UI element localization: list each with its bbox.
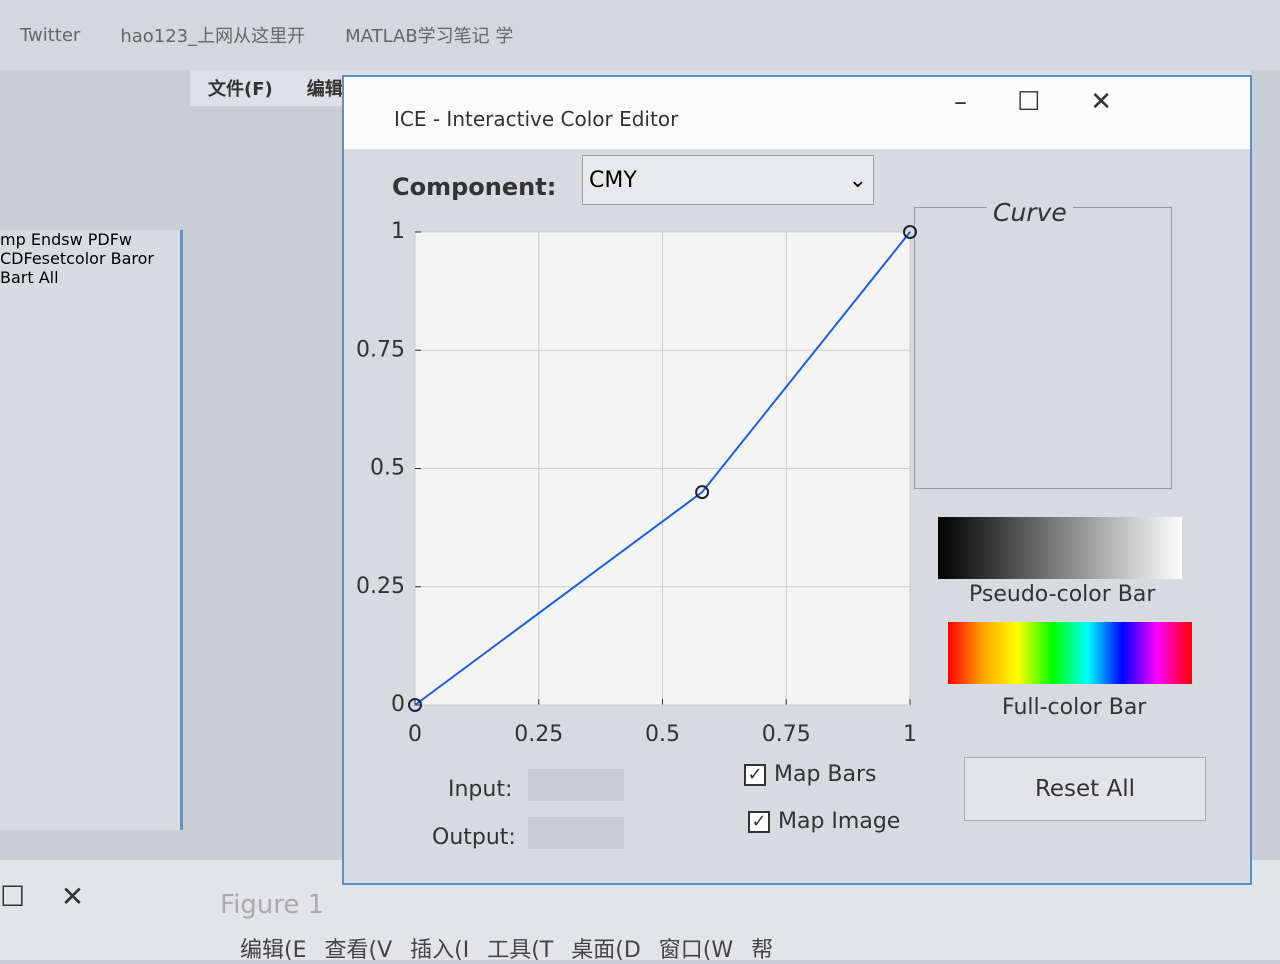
panel-text: w CDF (0, 230, 133, 268)
component-dropdown[interactable]: CMY ⌄ (582, 155, 874, 205)
background-panel: mp Endsw PDFw CDFesetcolor Baror Bart Al… (0, 230, 183, 830)
input-field (528, 769, 624, 801)
panel-text: or Bar (0, 249, 154, 287)
map-image-checkbox[interactable]: ✓ Map Image (748, 809, 900, 834)
x-tick-label: 0.75 (762, 722, 811, 747)
x-tick-label: 0.5 (645, 722, 680, 747)
panel-text: color Bar (66, 249, 138, 268)
panel-text: mp Ends (0, 230, 70, 249)
pseudo-color-label: Pseudo-color Bar (969, 582, 1156, 607)
y-tick-label: 0 (391, 692, 405, 717)
control-point (408, 698, 422, 712)
x-tick-label: 1 (903, 722, 917, 747)
menu-item: 窗口(W (658, 938, 734, 963)
window-title: ICE - Interactive Color Editor (394, 107, 679, 131)
y-tick-label: 0.75 (356, 337, 405, 362)
reset-all-button[interactable]: Reset All (964, 757, 1206, 821)
component-label: Component: (392, 173, 557, 201)
figure-menu: 编辑(E 查看(V 插入(I 工具(T 桌面(D 窗口(W 帮 (240, 932, 773, 964)
y-tick-label: 1 (391, 219, 405, 244)
pseudo-color-bar (938, 517, 1182, 579)
output-label: Output: (432, 825, 516, 850)
x-tick-label: 0 (408, 722, 422, 747)
menu-item: 工具(T (487, 938, 554, 963)
curve-line (414, 231, 911, 706)
curve-panel: Curve (914, 198, 1172, 489)
control-point (695, 485, 710, 500)
component-value: CMY (589, 168, 637, 193)
panel-text: t All (27, 268, 59, 287)
window-controls[interactable]: –☐✕ (954, 87, 1163, 117)
y-tick-label: 0.25 (356, 574, 405, 599)
figure-title[interactable]: Figure 1 (220, 890, 325, 920)
menu-item: 桌面(D (571, 938, 641, 963)
window-controls[interactable]: ☐ ✕ (0, 880, 85, 913)
browser-tabs: Twitter hao123_上网从这里开 MATLAB学习笔记 学 (0, 0, 1280, 70)
y-tick-label: 0.5 (370, 456, 405, 481)
map-image-label: Map Image (778, 809, 901, 834)
control-point (903, 225, 917, 239)
panel-text: w PDF (69, 230, 119, 249)
curve-title: Curve (987, 198, 1073, 227)
browser-tab: Twitter (20, 24, 81, 46)
chart: 0 0.25 0.5 0.75 1 0 0.25 0.5 0.75 1 (356, 219, 917, 747)
map-bars-label: Map Bars (774, 762, 877, 787)
menu-item: 编辑(E (240, 938, 307, 963)
full-color-label: Full-color Bar (1002, 695, 1147, 720)
menu-item: 查看(V (324, 938, 393, 963)
menu-item: 文件(F) (208, 79, 273, 100)
input-label: Input: (448, 777, 513, 802)
browser-tab: hao123_上网从这里开 (120, 26, 306, 47)
title-bar: ICE - Interactive Color Editor –☐✕ (344, 77, 1250, 149)
menu-item: 插入(I (410, 938, 470, 963)
output-field (528, 817, 624, 849)
map-bars-checkbox[interactable]: ✓ Map Bars (744, 762, 877, 787)
full-color-bar (948, 622, 1192, 684)
panel-text: eset (31, 249, 67, 268)
x-tick-label: 0.25 (514, 722, 563, 747)
browser-tab: MATLAB学习笔记 学 (345, 26, 514, 47)
menu-item: 帮 (751, 938, 774, 963)
